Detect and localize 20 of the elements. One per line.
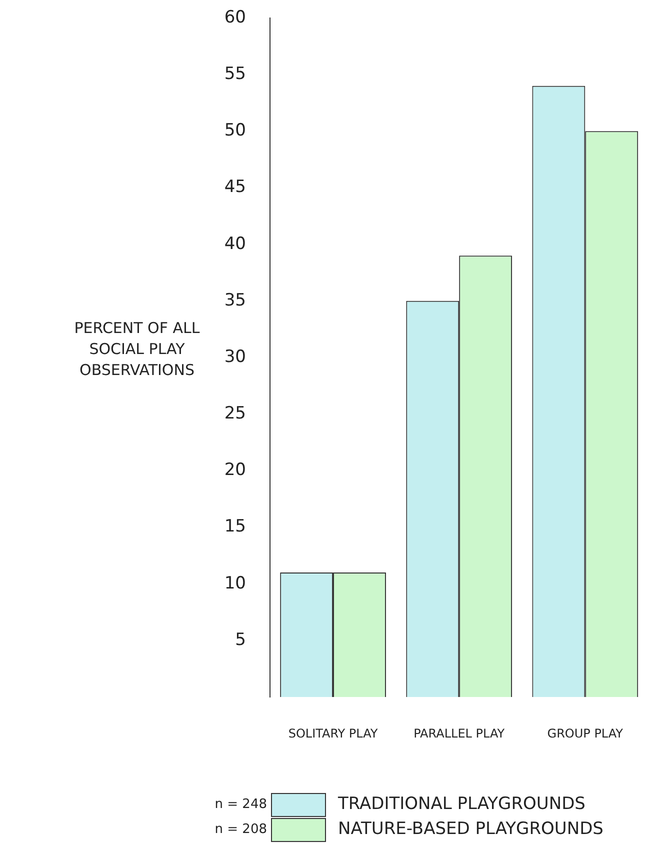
y-tick-label: 35	[224, 290, 246, 310]
x-tick-label: GROUP PLAY	[547, 726, 624, 740]
x-tick-label: SOLITARY PLAY	[288, 726, 378, 740]
y-tick-label: 60	[224, 7, 246, 28]
y-tick-label: 55	[224, 64, 246, 84]
y-tick-label: 30	[224, 346, 246, 367]
y-tick-label: 40	[224, 234, 246, 254]
y-tick-label: 15	[224, 516, 246, 537]
legend-label: NATURE-BASED PLAYGROUNDS	[338, 819, 604, 839]
y-tick-label: 45	[224, 177, 246, 198]
y-tick-label: 25	[224, 404, 246, 424]
x-tick-label: PARALLEL PLAY	[414, 726, 506, 740]
y-tick-label: 10	[224, 573, 246, 594]
y-tick-label: 20	[224, 460, 246, 480]
y-axis-title: PERCENT OF ALL SOCIAL PLAY OBSERVATIONS	[73, 318, 201, 381]
legend-label: TRADITIONAL PLAYGROUNDS	[338, 794, 586, 814]
text: n = 248	[214, 797, 267, 812]
text: n = 208	[214, 822, 267, 837]
y-tick-label: 50	[224, 120, 246, 141]
y-tick-label: 5	[235, 630, 246, 650]
